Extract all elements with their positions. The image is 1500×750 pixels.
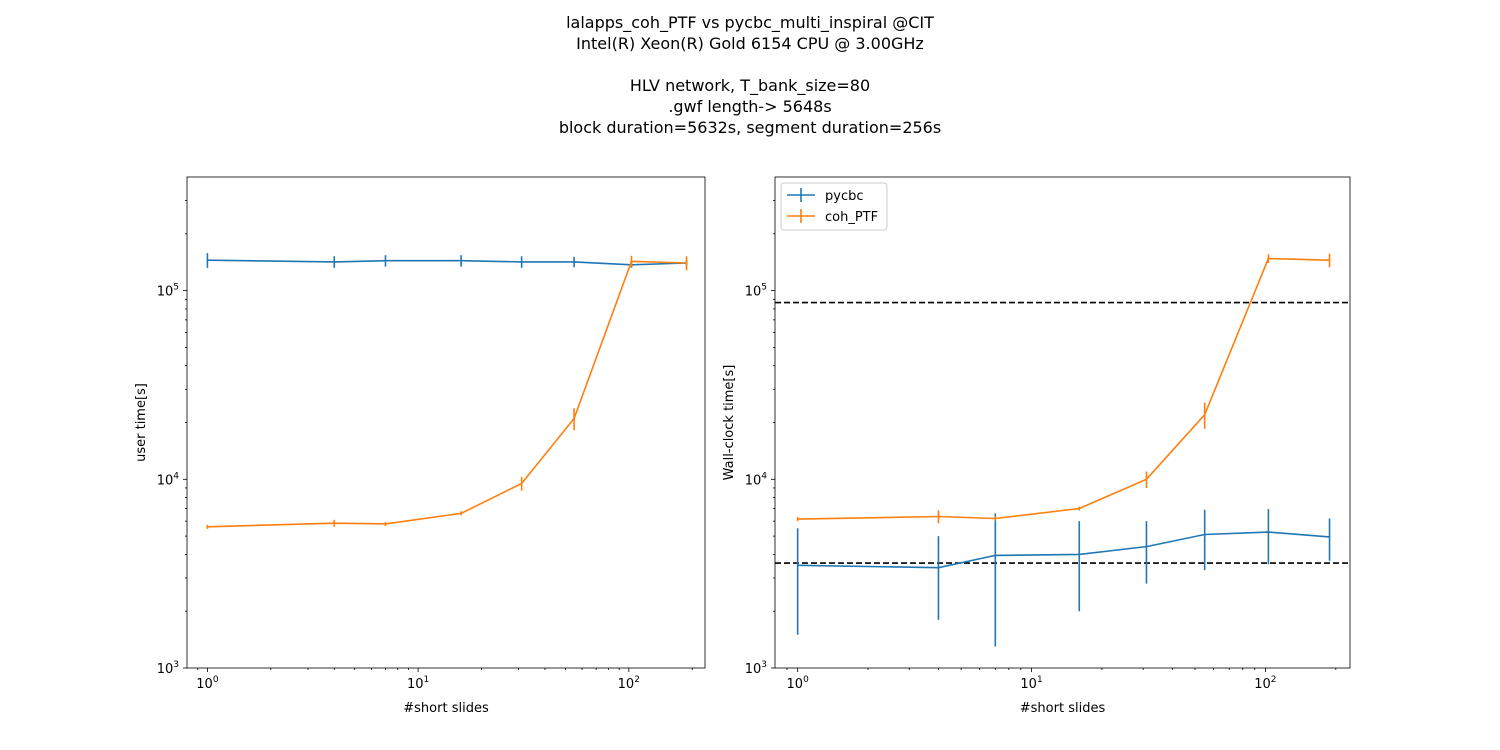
- title-line: HLV network, T_bank_size=80: [629, 76, 871, 95]
- x-axis-label: #short slides: [1020, 701, 1106, 716]
- data-point-coh_PTF: [1203, 413, 1206, 416]
- y-tick-label: 105: [157, 283, 179, 300]
- data-point-pycbc: [796, 564, 799, 567]
- data-point-pycbc: [1145, 545, 1148, 548]
- y-tick-label: 105: [745, 283, 767, 300]
- x-tick-label: 102: [618, 675, 640, 692]
- data-point-pycbc: [384, 259, 387, 262]
- y-tick-label: 104: [157, 471, 180, 488]
- wall-clock-time-chart: 100 101 102 103 104 105 #short slides Wall-cloc…: [722, 176, 1351, 716]
- plot-area: [206, 253, 688, 529]
- series-line-coh_PTF: [207, 260, 687, 528]
- data-point-coh_PTF: [206, 525, 209, 528]
- plot-area: [775, 253, 1350, 647]
- user-time-chart: 100 101 102 103 104 105 #short slides user time…: [134, 176, 706, 716]
- data-point-pycbc: [994, 554, 997, 557]
- data-point-pycbc: [333, 260, 336, 263]
- title-line: lalapps_coh_PTF vs pycbc_multi_inspiral …: [566, 13, 934, 32]
- x-tick-label: 100: [196, 675, 219, 692]
- data-point-coh_PTF: [796, 518, 799, 521]
- plot-frame: [186, 176, 706, 669]
- data-point-coh_PTF: [573, 417, 575, 420]
- data-point-coh_PTF: [685, 262, 688, 264]
- data-point-coh_PTF: [937, 515, 940, 518]
- data-point-coh_PTF: [630, 260, 633, 263]
- data-point-coh_PTF: [1078, 507, 1081, 510]
- data-point-coh_PTF: [994, 517, 997, 520]
- x-tick-label: 102: [1254, 675, 1276, 692]
- data-point-pycbc: [1328, 536, 1331, 538]
- title-line: Intel(R) Xeon(R) Gold 6154 CPU @ 3.00GHz: [576, 34, 924, 53]
- series-line-pycbc: [207, 259, 687, 266]
- data-point-pycbc: [460, 259, 463, 262]
- series-line-pycbc: [797, 531, 1330, 569]
- data-point-coh_PTF: [384, 523, 387, 525]
- y-axis-label: Wall-clock time[s]: [722, 365, 737, 481]
- data-point-coh_PTF: [333, 522, 336, 525]
- data-point-pycbc: [573, 260, 575, 263]
- x-tick-label: 101: [1020, 675, 1042, 692]
- data-point-coh_PTF: [1328, 259, 1331, 262]
- data-point-coh_PTF: [1267, 257, 1270, 260]
- data-point-coh_PTF: [520, 482, 523, 485]
- x-tick-label: 101: [407, 675, 429, 692]
- y-tick-label: 103: [745, 660, 767, 677]
- data-point-pycbc: [1078, 553, 1081, 556]
- legend: pycbc coh_PTF: [780, 182, 888, 231]
- data-point-coh_PTF: [1145, 478, 1148, 481]
- title-line: .gwf length-> 5648s: [668, 97, 832, 116]
- x-axis-label: #short slides: [403, 701, 489, 716]
- data-point-pycbc: [206, 259, 209, 262]
- data-point-pycbc: [1267, 531, 1270, 534]
- data-point-coh_PTF: [460, 512, 463, 515]
- data-point-pycbc: [1203, 533, 1206, 536]
- x-tick-label: 100: [787, 675, 810, 692]
- title-line: block duration=5632s, segment duration=2…: [558, 118, 942, 137]
- data-point-pycbc: [520, 260, 523, 263]
- series-line-coh_PTF: [797, 257, 1330, 520]
- plot-frame: [774, 176, 1351, 669]
- y-tick-label: 103: [157, 660, 179, 677]
- legend-label-pycbc: pycbc: [825, 189, 864, 204]
- legend-label-coh_PTF: coh_PTF: [825, 210, 878, 225]
- data-point-pycbc: [937, 566, 940, 569]
- y-axis-label: user time[s]: [134, 383, 149, 462]
- figure-title: lalapps_coh_PTF vs pycbc_multi_inspiral …: [0, 12, 1500, 138]
- y-tick-label: 104: [745, 471, 768, 488]
